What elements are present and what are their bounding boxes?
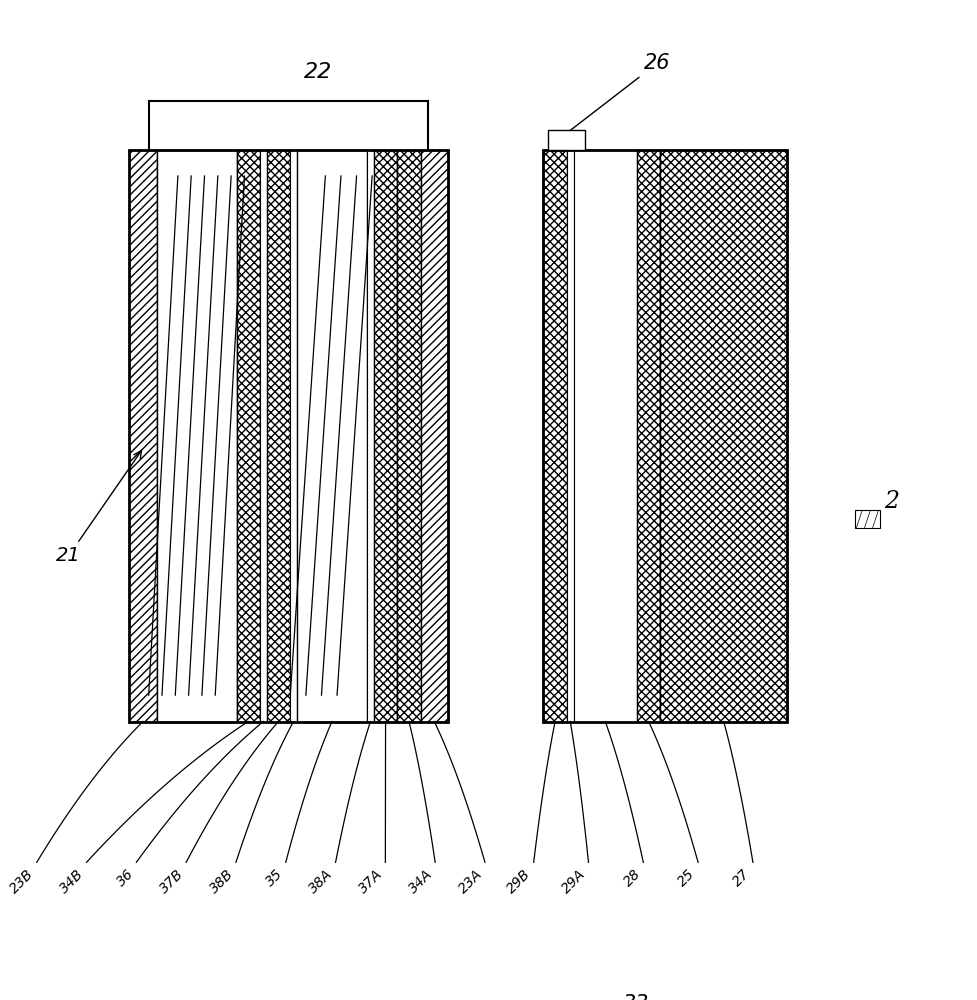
Text: 28: 28: [620, 867, 643, 889]
Bar: [156, 150, 236, 722]
Bar: [290, 150, 297, 722]
Text: 36: 36: [114, 867, 137, 889]
Text: 38A: 38A: [307, 867, 335, 896]
Bar: [543, 150, 567, 722]
Bar: [398, 150, 421, 722]
Text: 27: 27: [731, 867, 753, 889]
Bar: [129, 150, 156, 722]
Bar: [129, 150, 447, 722]
Bar: [573, 150, 637, 722]
Bar: [260, 150, 267, 722]
Text: 26: 26: [644, 53, 670, 73]
Text: 38B: 38B: [207, 867, 236, 896]
Bar: [637, 150, 660, 722]
Text: 34A: 34A: [406, 867, 435, 896]
Text: 29B: 29B: [504, 867, 533, 896]
Text: 37A: 37A: [357, 867, 385, 896]
Bar: [421, 150, 447, 722]
Text: 2: 2: [884, 490, 900, 513]
Text: 33: 33: [622, 994, 650, 1000]
Bar: [367, 150, 374, 722]
Bar: [267, 150, 290, 722]
Text: 29A: 29A: [559, 867, 588, 896]
Text: 23B: 23B: [8, 867, 37, 896]
Bar: [660, 150, 787, 722]
Text: 34B: 34B: [58, 867, 87, 896]
Text: 35: 35: [264, 867, 285, 889]
Bar: [543, 150, 787, 722]
Text: 23A: 23A: [456, 867, 485, 896]
Text: 22: 22: [304, 62, 332, 82]
Bar: [548, 130, 585, 150]
Bar: [297, 150, 367, 722]
Bar: [236, 150, 260, 722]
Bar: [374, 150, 398, 722]
Bar: [567, 150, 573, 722]
Text: 21: 21: [57, 451, 142, 565]
Text: 37B: 37B: [157, 867, 187, 896]
Bar: [855, 510, 879, 528]
Text: 25: 25: [676, 867, 699, 889]
